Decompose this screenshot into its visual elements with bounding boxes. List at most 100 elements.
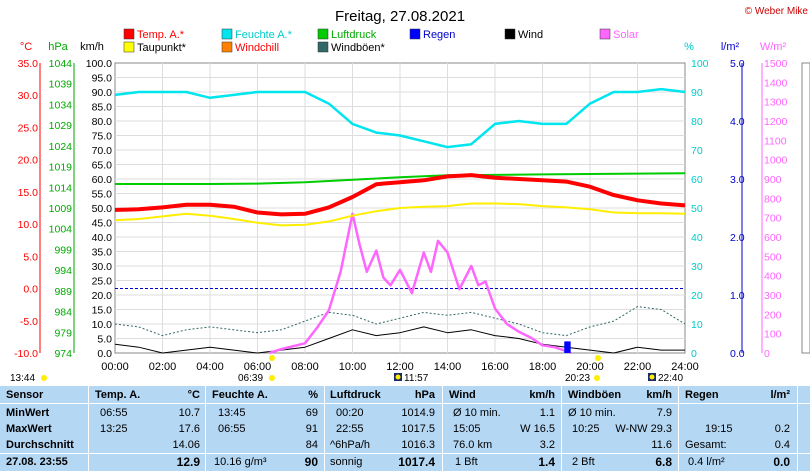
max-wind-time: 15:05 [453, 423, 481, 435]
col-divider [205, 386, 206, 471]
col-divider [678, 386, 679, 471]
max-temp-time: 13:25 [100, 423, 128, 435]
axis-tick-label: 1.0 [730, 290, 745, 302]
avg-luft-value: 1016.3 [401, 439, 435, 451]
axis-tick-label: 100 [691, 58, 709, 70]
unit-labels: °C hPa km/h % l/m² W/m² [20, 41, 787, 53]
max-boe-time: 10:25 [572, 423, 600, 435]
axis-tick-label: 1004 [49, 224, 73, 236]
axis-tick-label: 60.0 [92, 174, 113, 186]
x-tick-label: 04:00 [196, 361, 224, 373]
axis-tick-label: 1019 [49, 162, 73, 174]
legend-swatch [123, 41, 135, 53]
axis-tick-label: 900 [764, 174, 782, 186]
axis-tick-label: 1200 [764, 116, 788, 128]
axis-tick-label: 5.0 [97, 334, 112, 346]
axes: 35.0 30.0 25.0 20.0 15.0 10.0 5.0 0.0 -5.0 -10.0 1… [14, 58, 787, 360]
x-tick-label: 22:00 [624, 361, 652, 373]
avg-wind-value: 3.2 [539, 439, 555, 451]
axis-tick-label: 1300 [764, 97, 788, 109]
legend-label: Feuchte A.* [235, 29, 293, 41]
axis-tick-label: 15.0 [18, 187, 39, 199]
copyright-label: © Weber Mike [745, 6, 809, 17]
current-boe-bft: 2 Bft [572, 456, 595, 468]
current-wind-bft: 1 Bft [455, 456, 478, 468]
axis-tick-label: 55.0 [92, 189, 113, 201]
row-label-min: MinWert [6, 407, 50, 419]
min-feuchte-time: 13:45 [218, 407, 246, 419]
max-luft-value: 1017.5 [401, 423, 435, 435]
legend-swatch [409, 28, 421, 40]
sunrise-time: 06:39 [238, 373, 263, 384]
header-temp-unit: °C [187, 389, 200, 401]
max-regen-time: 19:15 [705, 423, 733, 435]
series-line-windb-en [114, 306, 686, 337]
axis-tick-label: 60 [691, 174, 703, 186]
x-axis: 00:00 02:00 04:00 06:00 08:00 10:00 12:00 14:00… [101, 361, 699, 373]
axis-tick-label: 1400 [764, 77, 788, 89]
axis-tick-label: 0.0 [730, 348, 745, 360]
min-boe-value: 7.9 [656, 407, 672, 419]
axis-tick-label: 15.0 [92, 305, 113, 317]
max-boe-value: W-NW 29.3 [615, 423, 672, 435]
header-wind: Wind [449, 389, 476, 401]
axis-tick-label: 5.0 [23, 251, 38, 263]
max-temp-value: 17.6 [178, 423, 200, 435]
header-windboeen-unit: km/h [646, 389, 672, 401]
avg-feuchte-value: 84 [305, 439, 318, 451]
axis-tick-label: 20 [691, 290, 703, 302]
axis-tick-label: 984 [54, 307, 72, 319]
header-regen: Regen [685, 389, 719, 401]
rain-bar [566, 341, 571, 353]
axis-tick-label: 25.0 [18, 122, 39, 134]
axis-tick-label: 70.0 [92, 145, 113, 157]
axis-tick-label: 700 [764, 213, 782, 225]
moonset-left-moon [395, 374, 401, 380]
current-regen: 0.0 [773, 455, 790, 469]
current-forecast: sonnig [330, 456, 363, 468]
axis-tick-label: 989 [54, 286, 72, 298]
legend-swatch [221, 41, 233, 53]
axis-tick-label: 30.0 [92, 261, 113, 273]
x-tick-label: 06:00 [244, 361, 272, 373]
axis-tick-label: 4.0 [730, 116, 745, 128]
header-luftdruck: Luftdruck [330, 389, 381, 401]
series-line-solar [269, 212, 572, 355]
axis-tick-label: 1014 [49, 182, 73, 194]
current-wind: 1.4 [538, 455, 555, 469]
x-tick-label: 00:00 [101, 361, 129, 373]
legend-label: Taupunkt* [137, 42, 187, 54]
axis-tick-label: 40.0 [92, 232, 113, 244]
series-line-taupunkt [114, 202, 686, 227]
col-divider [442, 386, 443, 471]
sunset-mark-icon [595, 355, 601, 361]
header-windboeen: Windböen [568, 389, 622, 401]
avg-temp-value: 14.06 [172, 439, 200, 451]
axis-tick-label: 1500 [764, 58, 788, 70]
axis-tick-label: 200 [764, 309, 782, 321]
axis-tick-label: 35.0 [92, 247, 113, 259]
x-tick-label: 14:00 [434, 361, 462, 373]
x-tick-label: 12:00 [386, 361, 414, 373]
legend-label: Windböen* [331, 42, 386, 54]
axis-tick-label: 1100 [764, 135, 787, 147]
axis-tick-label: 90.0 [92, 87, 113, 99]
min-temp-value: 10.7 [178, 407, 200, 419]
axis-tick-label: 100.0 [86, 58, 112, 70]
axis-tick-label: -10.0 [14, 348, 38, 360]
next-day-preview [801, 62, 810, 354]
min-luft-time: 00:20 [336, 407, 364, 419]
axis-tick-label: 10.0 [18, 219, 39, 231]
current-timestamp: 27.08. 23:55 [6, 456, 68, 468]
axis-tick-label: 30 [691, 261, 703, 273]
x-tick-label: 10:00 [339, 361, 367, 373]
avg-regen-label: Gesamt: [685, 439, 727, 451]
solar-unit-label: W/m² [760, 41, 787, 53]
current-divider [0, 453, 810, 454]
col-divider [561, 386, 562, 471]
axis-tick-label: 70 [691, 145, 703, 157]
axis-tick-label: 0.0 [23, 284, 38, 296]
row-label-max: MaxWert [6, 423, 52, 435]
col-divider [324, 386, 325, 471]
axis-tick-label: 90 [691, 87, 703, 99]
